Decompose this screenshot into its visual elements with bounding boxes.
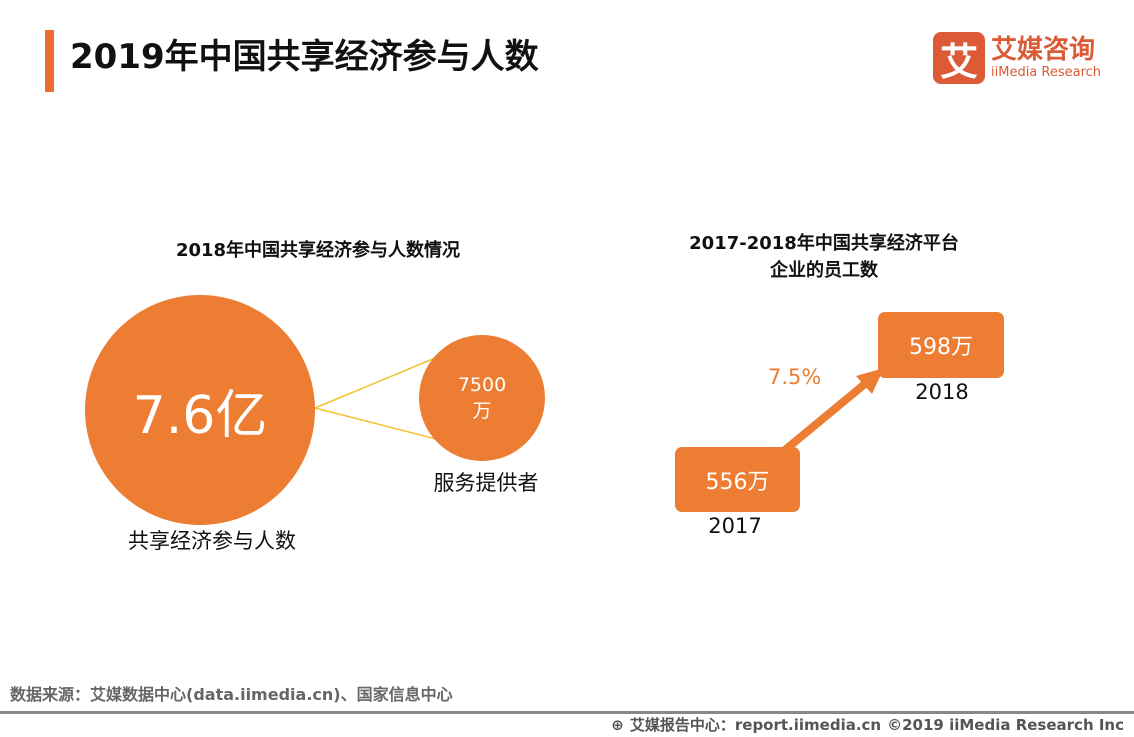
right-title-line1: 2017-2018年中国共享经济平台: [689, 233, 959, 254]
value-box-2017: 556万: [675, 447, 800, 512]
footer-divider: [0, 711, 1134, 714]
growth-arrow-head: [856, 368, 884, 394]
footer: ⊕ 艾媒报告中心：report.iimedia.cn ©2019 iiMedia…: [611, 714, 1124, 735]
logo-en: iiMedia Research: [991, 65, 1102, 80]
connector-line-top: [314, 355, 441, 409]
logo-mark: 艾: [933, 32, 985, 84]
year-label-2017: 2017: [708, 514, 762, 538]
small-circle-value: 7500: [457, 374, 507, 396]
year-label-2018: 2018: [915, 380, 969, 404]
logo-cn: 艾媒咨询: [991, 35, 1096, 65]
small-circle: 7500 万: [419, 335, 545, 461]
logo: 艾 艾媒咨询 iiMedia Research: [933, 32, 1101, 84]
title-accent-bar: [45, 30, 54, 92]
data-source: 数据来源：艾媒数据中心(data.iimedia.cn)、国家信息中心: [10, 685, 453, 704]
big-circle: 7.6亿: [85, 295, 315, 525]
globe-icon: ⊕: [611, 715, 624, 734]
right-title-line2: 企业的员工数: [770, 260, 878, 281]
small-circle-unit: 万: [472, 400, 492, 422]
report-center-link[interactable]: 艾媒报告中心：report.iimedia.cn: [629, 716, 882, 734]
growth-rate: 7.5%: [768, 365, 822, 389]
left-subtitle: 2018年中国共享经济参与人数情况: [175, 240, 461, 261]
right-title: 2017-2018年中国共享经济平台 企业的员工数: [624, 230, 1024, 284]
growth-arrow-shaft: [782, 379, 869, 454]
copyright: ©2019 iiMedia Research Inc: [887, 715, 1124, 734]
connector-line-bottom: [314, 407, 441, 441]
page-title: 2019年中国共享经济参与人数: [70, 37, 539, 77]
big-circle-label: 共享经济参与人数: [128, 529, 296, 553]
small-circle-label: 服务提供者: [433, 471, 539, 495]
value-box-2018: 598万: [878, 312, 1004, 378]
big-circle-value: 7.6亿: [132, 385, 268, 446]
